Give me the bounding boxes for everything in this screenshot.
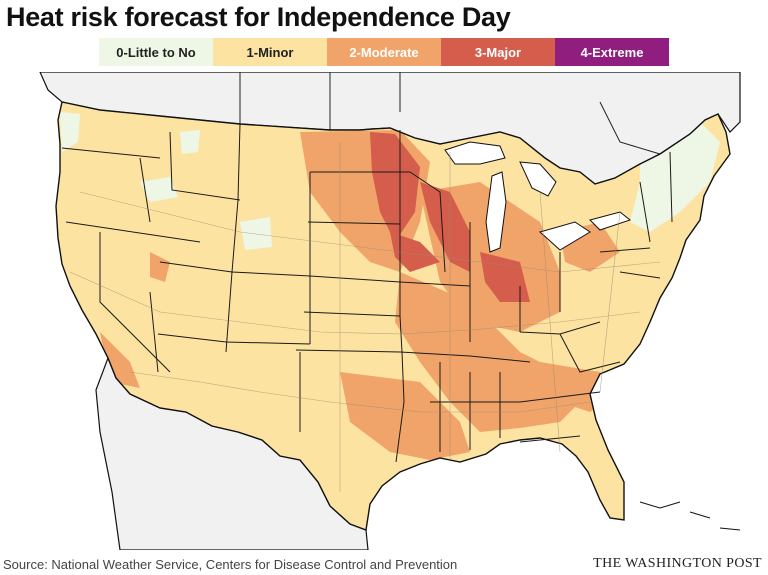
heat-risk-legend: 0-Little to No 1-Minor 2-Moderate 3-Majo…: [99, 38, 669, 66]
major-risk-areas: [370, 132, 530, 302]
page-title: Heat risk forecast for Independence Day: [6, 2, 511, 32]
highways: [69, 142, 661, 492]
canada-province-lines: [239, 72, 661, 155]
caribbean-islands: [639, 501, 741, 531]
legend-item-little-to-no: 0-Little to No: [99, 38, 213, 66]
legend-item-extreme: 4-Extreme: [555, 38, 669, 66]
state-boundaries: [61, 123, 673, 463]
great-lakes: [444, 141, 632, 253]
legend-label: 2-Moderate: [349, 44, 419, 60]
legend-label: 1-Minor: [246, 44, 294, 60]
us-outline: [55, 101, 731, 531]
legend-item-moderate: 2-Moderate: [327, 38, 441, 66]
legend-label: 3-Major: [474, 44, 522, 60]
legend-label: 4-Extreme: [580, 44, 644, 60]
heat-risk-map: [0, 72, 768, 550]
legend-item-major: 3-Major: [441, 38, 555, 66]
us-map-svg: [0, 72, 768, 550]
legend-label: 0-Little to No: [116, 44, 196, 60]
publisher-credit: THE WASHINGTON POST: [593, 556, 762, 571]
source-note: Source: National Weather Service, Center…: [3, 557, 458, 572]
legend-item-minor: 1-Minor: [213, 38, 327, 66]
